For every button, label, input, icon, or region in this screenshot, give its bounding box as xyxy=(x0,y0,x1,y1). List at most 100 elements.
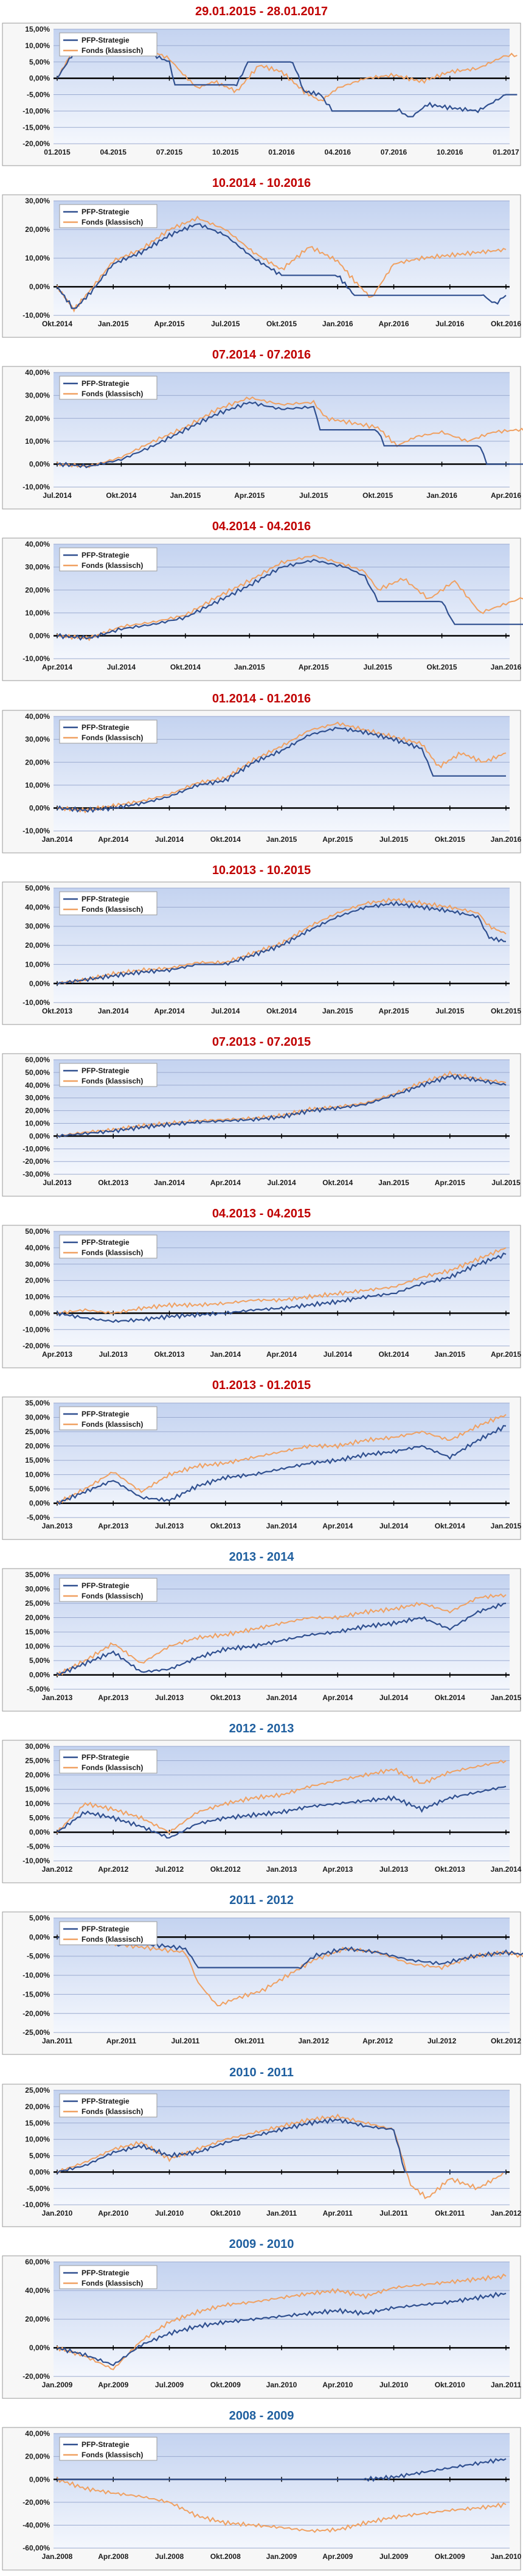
x-tick-label: Jan.2014 xyxy=(154,1178,185,1187)
x-tick-label: Jul.2015 xyxy=(379,835,409,844)
chart-svg: 5,00% 0,00% -5,00% -10,00% -15,00% -20,00% -25… xyxy=(2,1911,523,2056)
y-tick-label: 0,00% xyxy=(29,1828,50,1836)
x-tick-label: Okt.2012 xyxy=(491,2037,521,2046)
x-tick-label: Apr.2015 xyxy=(491,1350,521,1359)
y-tick-label: 25,00% xyxy=(25,1427,50,1436)
x-tick-label: Jan.2016 xyxy=(491,835,522,844)
x-tick-label: Jul.2014 xyxy=(324,1350,353,1359)
legend-box xyxy=(59,2437,158,2461)
chart-panel: 2013 - 2014 35,00% 30,00% 25,00% 20,00% 15,00… xyxy=(0,1545,523,1717)
series-line-strategy xyxy=(57,1252,507,1323)
y-tick-label: 40,00% xyxy=(25,903,50,911)
y-tick-label: -15,00% xyxy=(23,1990,50,1999)
y-tick-label: -10,00% xyxy=(23,998,50,1007)
x-tick-label: Okt.2014 xyxy=(42,320,72,328)
x-tick-label: Jan.2008 xyxy=(42,2552,73,2561)
x-tick-label: Apr.2012 xyxy=(362,2037,393,2046)
x-tick-label: Apr.2009 xyxy=(98,2381,128,2389)
series-line-strategy xyxy=(57,223,507,309)
legend-label-strategy: PFP-Strategie xyxy=(81,208,130,216)
legend-label-fund: Fonds (klassisch) xyxy=(81,2279,143,2287)
x-tick-label: 01.2015 xyxy=(44,148,71,156)
x-tick-label: Jan.2009 xyxy=(266,2552,297,2561)
y-tick-label: -10,00% xyxy=(23,655,50,663)
x-tick-label: Apr.2011 xyxy=(106,2037,137,2046)
y-tick-label: 30,00% xyxy=(25,1585,50,1594)
legend-label-strategy: PFP-Strategie xyxy=(81,1581,130,1590)
x-tick-label: Jan.2012 xyxy=(42,1865,73,1874)
x-tick-label: Okt.2013 xyxy=(154,1350,184,1359)
x-tick-label: Jan.2015 xyxy=(322,1007,353,1015)
y-tick-label: -5,00% xyxy=(27,1843,50,1851)
x-tick-label: Jan.2016 xyxy=(322,320,353,328)
y-tick-label: 15,00% xyxy=(25,1628,50,1636)
y-tick-label: -5,00% xyxy=(27,1952,50,1961)
x-tick-label: Jul.2012 xyxy=(155,1865,184,1874)
x-tick-label: Okt.2014 xyxy=(435,1693,465,1702)
y-tick-label: 20,00% xyxy=(25,2315,50,2323)
legend-label-fund: Fonds (klassisch) xyxy=(81,1763,143,1772)
legend-box xyxy=(59,891,158,915)
y-tick-label: 15,00% xyxy=(25,1785,50,1794)
x-tick-label: Apr.2008 xyxy=(98,2552,128,2561)
x-tick-label: Apr.2009 xyxy=(322,2552,353,2561)
legend-label-strategy: PFP-Strategie xyxy=(81,1238,130,1247)
x-tick-label: 07.2016 xyxy=(381,148,407,156)
x-tick-label: Jul.2011 xyxy=(379,2209,408,2217)
legend-box xyxy=(59,376,158,400)
x-tick-label: Jul.2015 xyxy=(491,1178,521,1187)
chart-title: 2012 - 2013 xyxy=(229,1722,294,1736)
y-tick-label: 40,00% xyxy=(25,2429,50,2438)
x-tick-label: Jul.2012 xyxy=(428,2037,457,2046)
legend-label-fund: Fonds (klassisch) xyxy=(81,1935,143,1944)
x-tick-label: Jul.2015 xyxy=(299,491,328,500)
chart-svg: 50,00% 40,00% 30,00% 20,00% 10,00% 0,00% -10,0… xyxy=(2,881,521,1025)
legend-label-strategy: PFP-Strategie xyxy=(81,1753,130,1762)
y-tick-label: 20,00% xyxy=(25,586,50,595)
x-tick-label: Jul.2010 xyxy=(379,2381,409,2389)
legend-box xyxy=(59,1749,158,1774)
chart-title: 2013 - 2014 xyxy=(229,1550,294,1564)
y-tick-label: 5,00% xyxy=(29,1656,50,1665)
chart-panel: 29.01.2015 - 28.01.2017 15,00% 10,00% 5,00%… xyxy=(0,0,523,172)
legend-label-fund: Fonds (klassisch) xyxy=(81,390,143,398)
x-tick-label: Apr.2014 xyxy=(210,1178,241,1187)
y-tick-label: -10,00% xyxy=(23,2200,50,2209)
x-tick-label: Okt.2015 xyxy=(435,835,465,844)
y-tick-label: 40,00% xyxy=(25,712,50,721)
y-tick-label: 10,00% xyxy=(25,960,50,968)
x-tick-label: Jan.2011 xyxy=(266,2209,297,2217)
y-tick-label: 0,00% xyxy=(29,1132,50,1140)
x-tick-label: Jan.2015 xyxy=(378,1178,409,1187)
x-tick-label: Apr.2016 xyxy=(491,491,521,500)
x-tick-label: Jul.2011 xyxy=(171,2037,199,2046)
x-tick-label: Jul.2013 xyxy=(43,1178,72,1187)
y-tick-label: -10,00% xyxy=(23,107,50,115)
x-tick-label: Apr.2014 xyxy=(154,1007,184,1015)
y-tick-label: 40,00% xyxy=(25,1244,50,1252)
chart-title: 07.2014 - 07.2016 xyxy=(212,348,311,362)
x-tick-label: Apr.2015 xyxy=(154,320,184,328)
y-tick-label: 50,00% xyxy=(25,884,50,892)
x-tick-label: Okt.2015 xyxy=(362,491,393,500)
x-tick-label: Jan.2015 xyxy=(434,1350,465,1359)
chart-title: 10.2013 - 10.2015 xyxy=(212,863,311,877)
y-tick-label: 50,00% xyxy=(25,1227,50,1236)
legend-label-strategy: PFP-Strategie xyxy=(81,379,130,388)
y-tick-label: 20,00% xyxy=(25,2452,50,2460)
y-tick-label: 20,00% xyxy=(25,941,50,950)
x-tick-label: Okt.2011 xyxy=(435,2209,465,2217)
legend-label-fund: Fonds (klassisch) xyxy=(81,1420,143,1429)
x-tick-label: Okt.2014 xyxy=(378,1350,409,1359)
y-tick-label: 0,00% xyxy=(29,979,50,987)
x-tick-label: Okt.2011 xyxy=(235,2037,265,2046)
legend-box xyxy=(59,547,158,572)
y-tick-label: 60,00% xyxy=(25,1055,50,1064)
x-tick-label: Apr.2011 xyxy=(323,2209,353,2217)
series-line-fund xyxy=(57,2477,507,2533)
x-tick-label: Jul.2009 xyxy=(155,2381,184,2389)
y-tick-label: -20,00% xyxy=(23,139,50,148)
y-tick-label: 20,00% xyxy=(25,225,50,234)
series-line-strategy xyxy=(57,726,506,813)
x-tick-label: Okt.2014 xyxy=(322,1178,353,1187)
